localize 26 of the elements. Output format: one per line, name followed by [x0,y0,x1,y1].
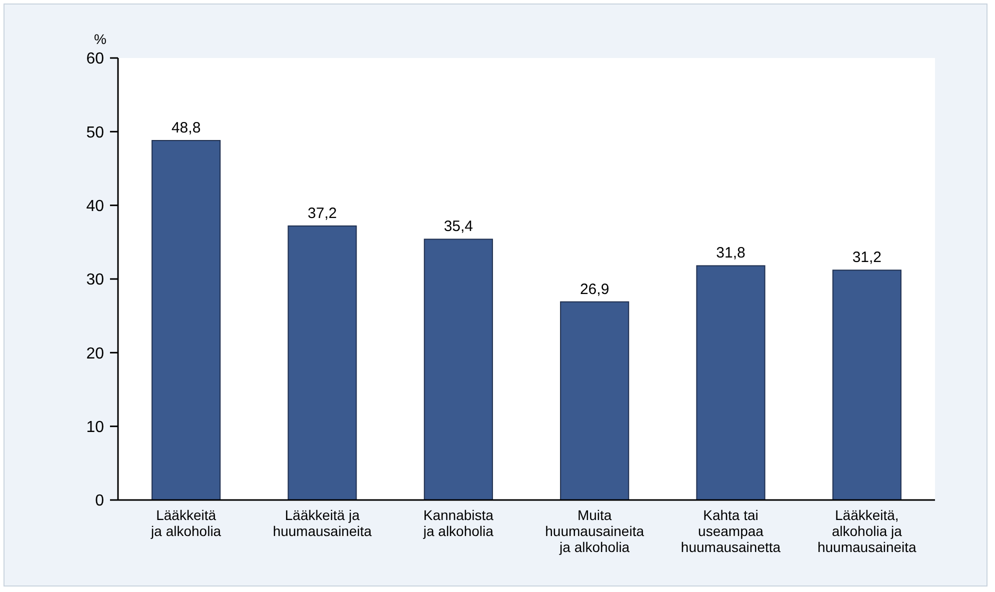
y-tick-label: 20 [86,345,104,362]
y-tick-label: 10 [86,418,104,436]
bar [832,270,902,500]
data-label: 48,8 [171,120,201,137]
x-tick-label: Kannabista ja alkoholia [422,507,494,539]
y-tick-label: 0 [95,492,104,510]
bar [288,225,357,500]
x-tick-label: Lääkkeitä, alkoholia ja huumausaineita [817,507,917,555]
bar [696,265,766,500]
data-label: 35,4 [444,218,474,236]
data-label: 37,2 [308,204,337,222]
x-tick-label: Kahta tai useampaa huumausainetta [680,507,781,555]
data-label: 26,9 [580,280,610,298]
y-tick-label: 60 [86,50,104,68]
y-tick-label: 40 [86,198,104,215]
data-label: 31,8 [716,244,746,262]
x-tick-label: Muita huumausaineita ja alkoholia [545,507,644,555]
bar [560,301,630,500]
bar [424,238,493,500]
y-tick-label: 30 [86,272,104,289]
data-label: 31,2 [852,249,882,266]
y-tick-label: 50 [86,124,104,142]
y-axis-title: % [94,31,106,47]
bar [152,140,221,500]
x-tick-label: Lääkkeitä ja huumausaineita [272,507,372,539]
x-tick-label: Lääkkeitä ja alkoholia [150,507,222,539]
